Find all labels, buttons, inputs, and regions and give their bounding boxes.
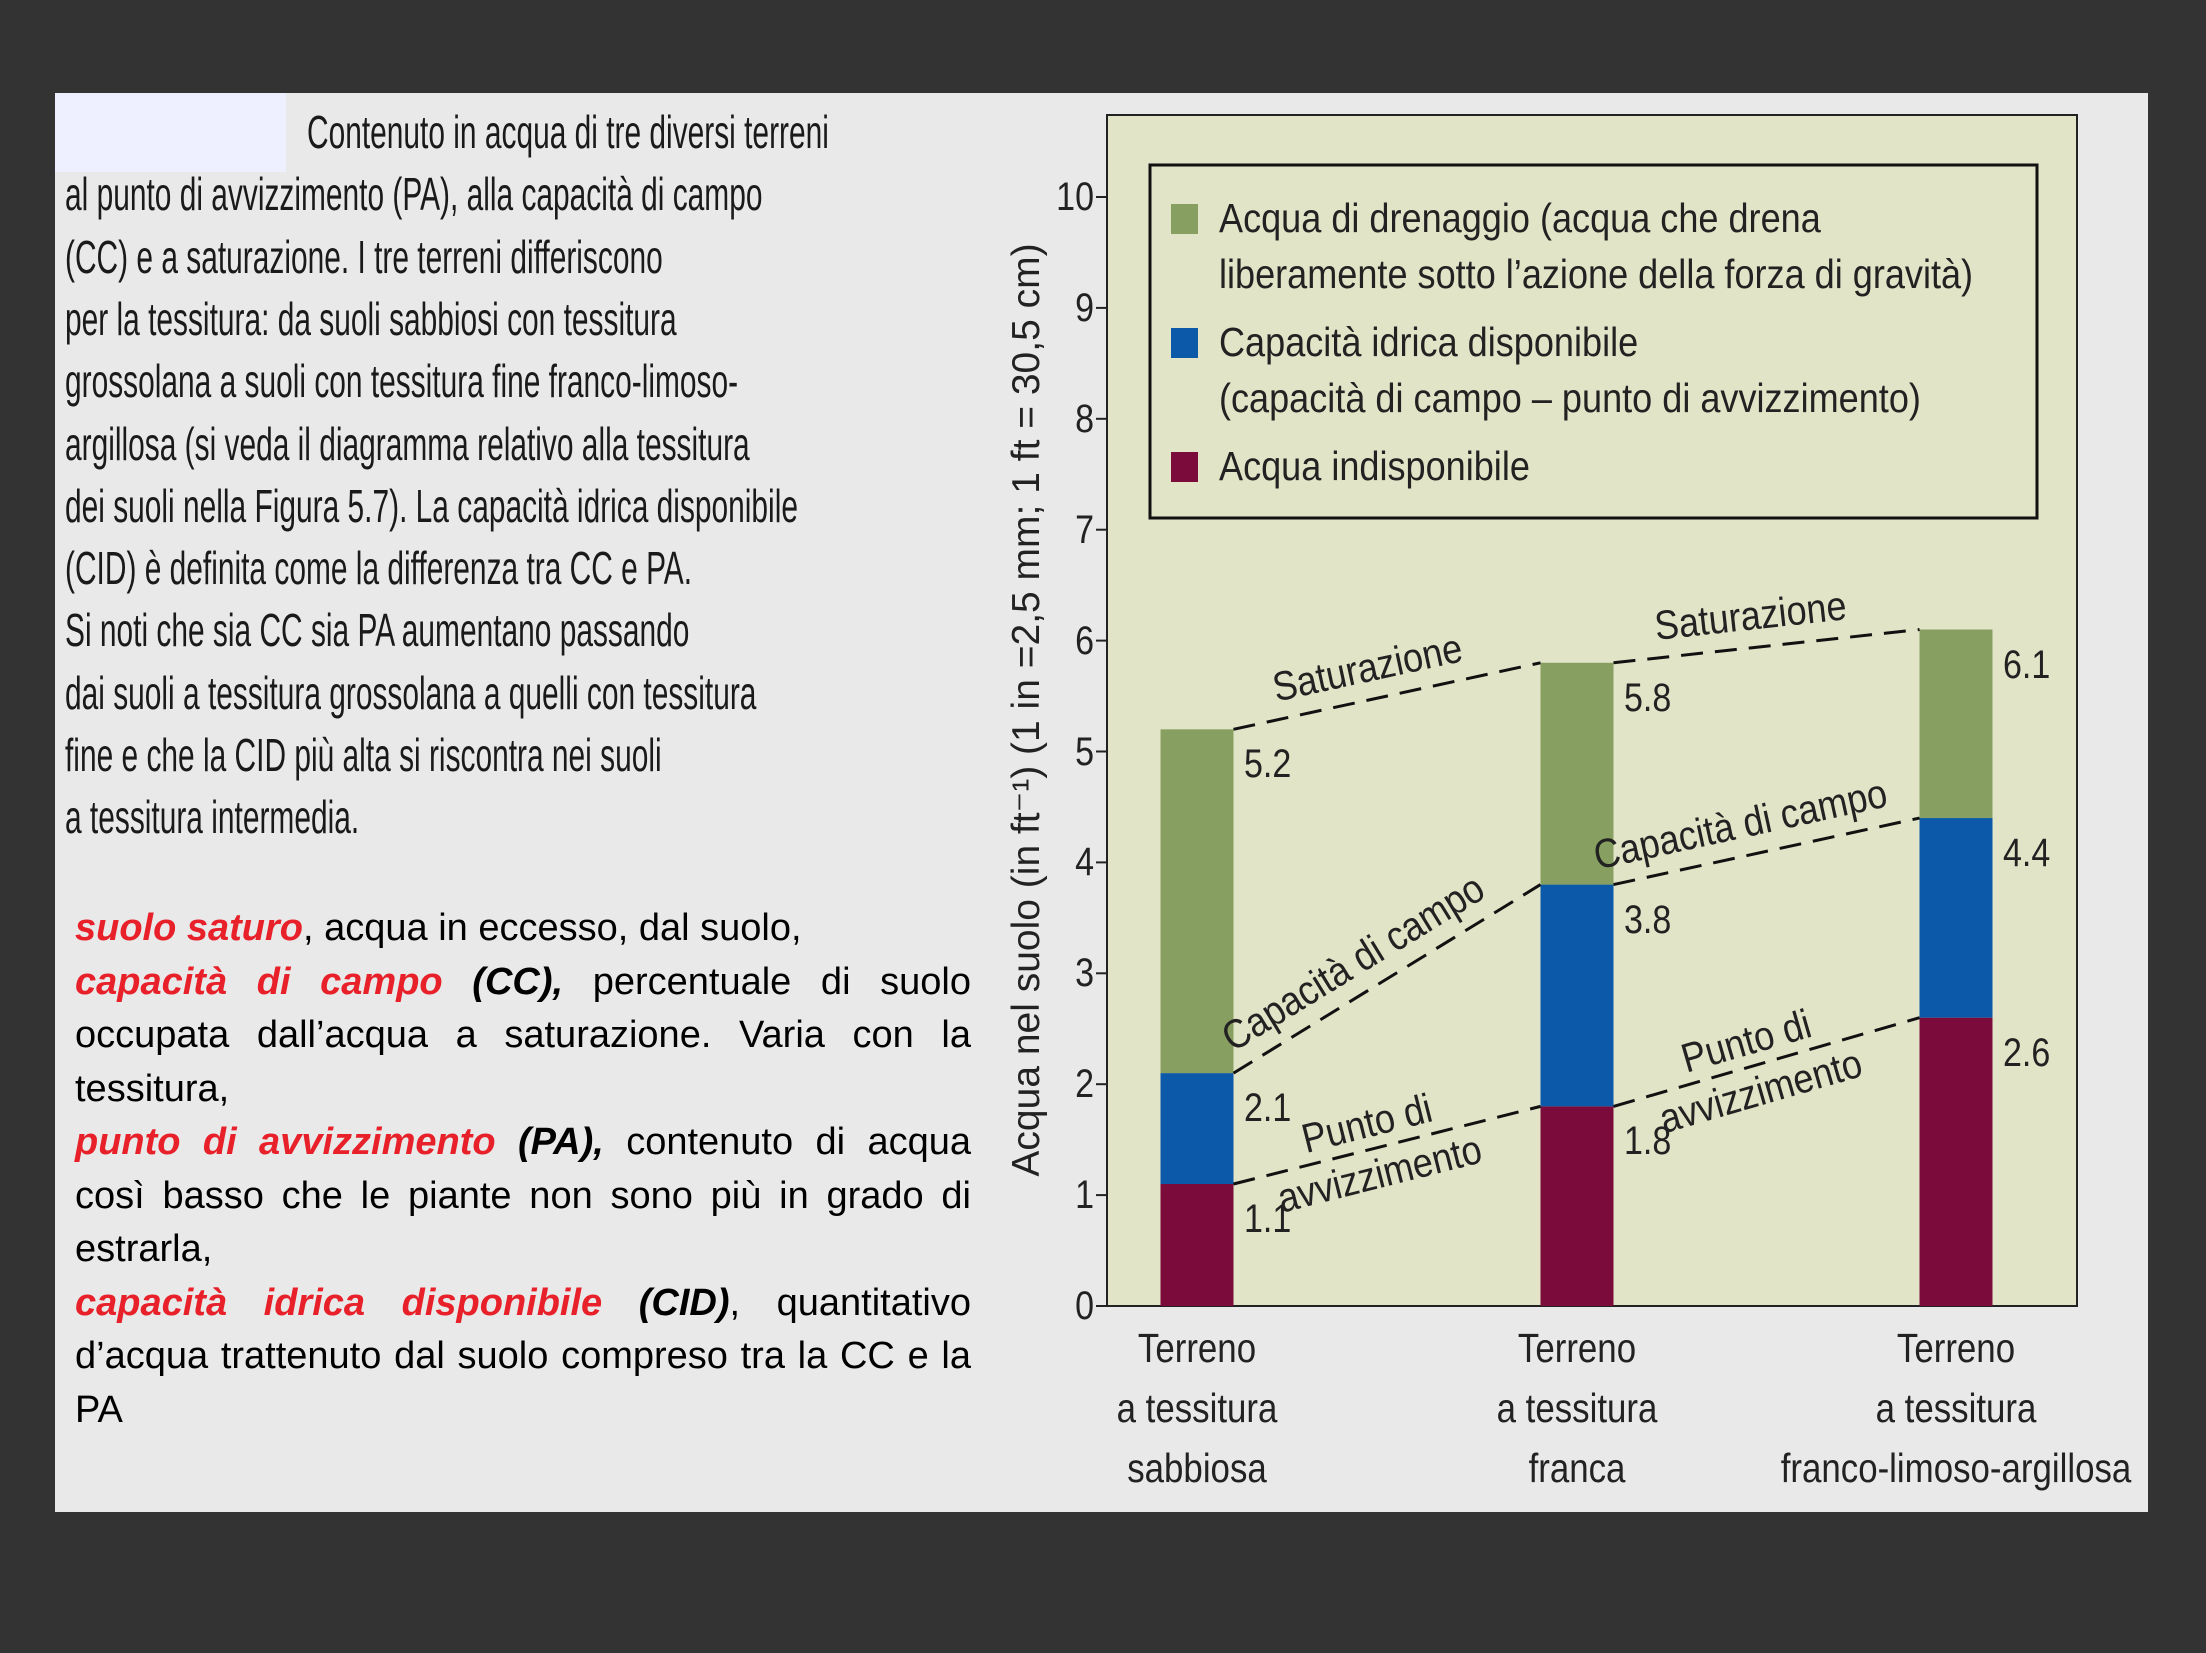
intro-line: (CC) e a saturazione. I tre terreni diff… bbox=[65, 230, 663, 283]
definition: capacità idrica disponibile (CID), quant… bbox=[75, 1277, 971, 1438]
x-tick-label: Terreno a tessitura franca bbox=[1496, 1325, 1658, 1491]
level-line bbox=[1613, 816, 1920, 887]
y-tick-label: 0 bbox=[1075, 1284, 1094, 1328]
level-line bbox=[1613, 1016, 1920, 1108]
y-tick-label: 8 bbox=[1075, 396, 1094, 441]
intro-line: a tessitura intermedia. bbox=[65, 791, 360, 844]
definition-text: , quantitativo d’acqua trattenuto dal su… bbox=[75, 1281, 971, 1431]
value-label: 3.8 bbox=[1623, 897, 1671, 942]
value-label: 4.4 bbox=[2002, 831, 2050, 876]
legend-swatch bbox=[1171, 328, 1198, 358]
intro-line: (CID) è definita come la differenza tra … bbox=[65, 542, 693, 595]
bar-segment bbox=[1919, 818, 1993, 1018]
legend-label: Capacità idrica disponibile (capacità di… bbox=[1219, 319, 1921, 421]
bar-segment bbox=[1160, 729, 1234, 1074]
value-label: 2.1 bbox=[1243, 1086, 1291, 1131]
intro-line: Contenuto in acqua di tre diversi terren… bbox=[307, 106, 829, 158]
definition-text: suolo saturo bbox=[75, 907, 304, 949]
value-label: 5.8 bbox=[1623, 675, 1671, 720]
y-tick-label: 1 bbox=[1075, 1173, 1094, 1218]
bar-segment bbox=[1160, 1073, 1234, 1185]
value-label: 5.2 bbox=[1243, 742, 1291, 787]
bar-segment bbox=[1540, 884, 1614, 1107]
legend-label: Acqua indisponibile bbox=[1219, 443, 1530, 489]
bar-segment bbox=[1919, 1017, 1993, 1306]
definition-text: (CC), bbox=[442, 960, 564, 1003]
value-label: 1.1 bbox=[1243, 1197, 1291, 1241]
value-label: 2.6 bbox=[2002, 1030, 2050, 1075]
definition-text: contenuto di acqua così basso che le pia… bbox=[75, 1121, 972, 1270]
y-tick-label: 6 bbox=[1075, 618, 1094, 663]
definition-text: (PA), bbox=[495, 1121, 604, 1163]
bar-segment bbox=[1540, 1106, 1614, 1306]
legend-label: Acqua di drenaggio (acqua che drena libe… bbox=[1219, 195, 1974, 297]
x-tick-label: Terreno a tessitura franco-limoso-argill… bbox=[1780, 1325, 2132, 1491]
y-tick-label: 10 bbox=[1056, 175, 1094, 219]
intro-line: grossolana a suoli con tessitura fine fr… bbox=[65, 355, 739, 408]
definition-text: percentuale di suolo occupata dall’acqua… bbox=[75, 960, 971, 1110]
definition-text: capacità idrica disponibile bbox=[75, 1281, 603, 1324]
y-tick-label: 7 bbox=[1075, 507, 1094, 552]
level-line bbox=[1232, 883, 1542, 1075]
bar-segment bbox=[1160, 1184, 1234, 1306]
y-tick-label: 2 bbox=[1075, 1062, 1094, 1107]
tag-box bbox=[55, 93, 286, 172]
definition-text: punto di avvizzimento bbox=[75, 1121, 496, 1163]
level-line bbox=[1233, 1104, 1541, 1186]
intro-line: al punto di avvizzimento (PA), alla capa… bbox=[65, 168, 763, 221]
definition: punto di avvizzimento (PA), contenuto di… bbox=[75, 1116, 971, 1277]
bar-segment bbox=[1919, 629, 1993, 819]
definitions: suolo saturo, acqua in eccesso, dal suol… bbox=[75, 902, 971, 1437]
intro-line: argillosa (si veda il diagramma relativo… bbox=[65, 417, 750, 470]
legend-box bbox=[1148, 163, 2039, 520]
intro-line: fine e che la CID più alta si riscontra … bbox=[65, 729, 662, 781]
bar-segment bbox=[1540, 662, 1614, 885]
intro-line: per la tessitura: da suoli sabbiosi con … bbox=[65, 292, 677, 345]
intro-line: dai suoli a tessitura grossolana a quell… bbox=[65, 666, 757, 719]
definition-text: , acqua in eccesso, dal suolo, bbox=[303, 907, 802, 949]
level-line bbox=[1613, 628, 1920, 665]
value-label: 6.1 bbox=[2002, 642, 2050, 687]
y-tick-label: 3 bbox=[1075, 951, 1094, 996]
y-tick-label: 4 bbox=[1075, 840, 1094, 885]
y-axis-label: Acqua nel suolo (in ft⁻¹) (1 in =2,5 mm;… bbox=[1005, 243, 1048, 1177]
intro-line: Si noti che sia CC sia PA aumentano pass… bbox=[65, 604, 690, 657]
legend-swatch bbox=[1171, 204, 1198, 234]
intro-line: dei suoli nella Figura 5.7). La capacità… bbox=[65, 479, 798, 532]
y-tick-label: 5 bbox=[1075, 729, 1094, 774]
level-line bbox=[1233, 661, 1541, 731]
definition: capacità di campo (CC), percentuale di s… bbox=[75, 956, 971, 1117]
y-tick-label: 9 bbox=[1075, 285, 1094, 330]
value-label: 1.8 bbox=[1623, 1119, 1671, 1164]
definition-text: capacità di campo bbox=[75, 960, 443, 1003]
legend-swatch bbox=[1171, 452, 1198, 482]
definition-text: (CID) bbox=[602, 1281, 730, 1324]
x-tick-label: Terreno a tessitura sabbiosa bbox=[1116, 1325, 1278, 1491]
definition: suolo saturo, acqua in eccesso, dal suol… bbox=[75, 902, 971, 956]
